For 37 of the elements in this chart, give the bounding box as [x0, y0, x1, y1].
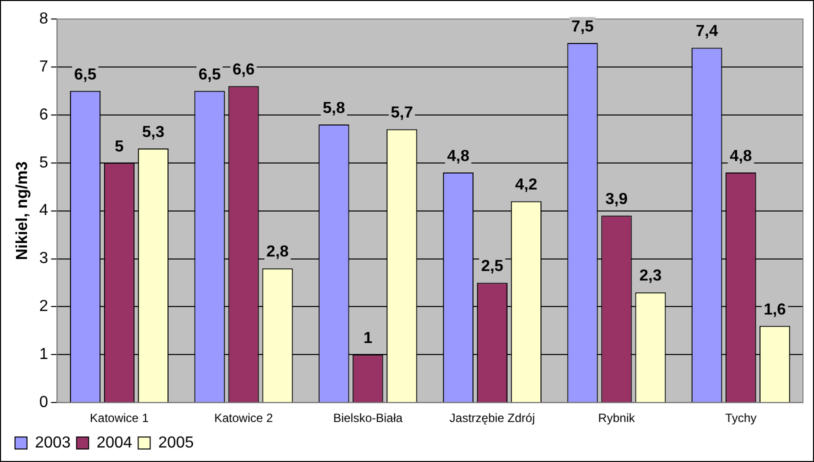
- x-tick-label: Bielsko-Biała: [333, 411, 403, 426]
- data-label: 2,3: [639, 268, 662, 285]
- x-tick-label: Katowice 2: [214, 411, 274, 426]
- legend-label: 2003: [35, 434, 71, 452]
- x-tick-label: Jastrzębie Zdrój: [450, 411, 535, 426]
- data-label: 3,9: [605, 191, 628, 208]
- data-label: 6,5: [74, 66, 96, 84]
- y-axis-title: Nikiel, ng/m3: [14, 161, 32, 260]
- data-label: 5: [114, 138, 124, 156]
- y-tick-label: 2: [39, 298, 48, 316]
- data-label: 7,5: [571, 18, 594, 36]
- data-label: 7,4: [696, 23, 718, 40]
- y-tick-label: 1: [39, 346, 48, 364]
- x-tick-label: Tychy: [725, 411, 757, 426]
- legend-label: 2004: [96, 434, 132, 452]
- y-tick-label: 6: [39, 106, 48, 124]
- x-tick-label: Rybnik: [598, 411, 636, 426]
- y-tick-label: 8: [39, 10, 48, 28]
- data-label: 4,8: [447, 148, 470, 165]
- data-label: 5,3: [142, 124, 164, 141]
- data-label: 6,5: [198, 66, 221, 84]
- data-label: 1,6: [764, 301, 786, 318]
- data-label: 2,5: [481, 258, 504, 276]
- x-tick-label: Katowice 1: [90, 411, 149, 426]
- y-tick-label: 5: [39, 154, 48, 172]
- y-tick-label: 0: [39, 394, 48, 412]
- data-label: 6,6: [232, 62, 255, 79]
- data-label: 5,8: [322, 100, 346, 117]
- data-label: 1: [363, 330, 372, 348]
- data-label: 2,8: [266, 244, 289, 261]
- data-label: 4,2: [515, 176, 538, 194]
- legend-label: 2005: [158, 434, 194, 452]
- data-label: 4,8: [730, 148, 752, 165]
- y-tick-label: 4: [39, 202, 48, 220]
- y-tick-label: 3: [39, 250, 48, 268]
- data-label: 5,7: [390, 104, 414, 122]
- y-tick-label: 7: [39, 58, 48, 76]
